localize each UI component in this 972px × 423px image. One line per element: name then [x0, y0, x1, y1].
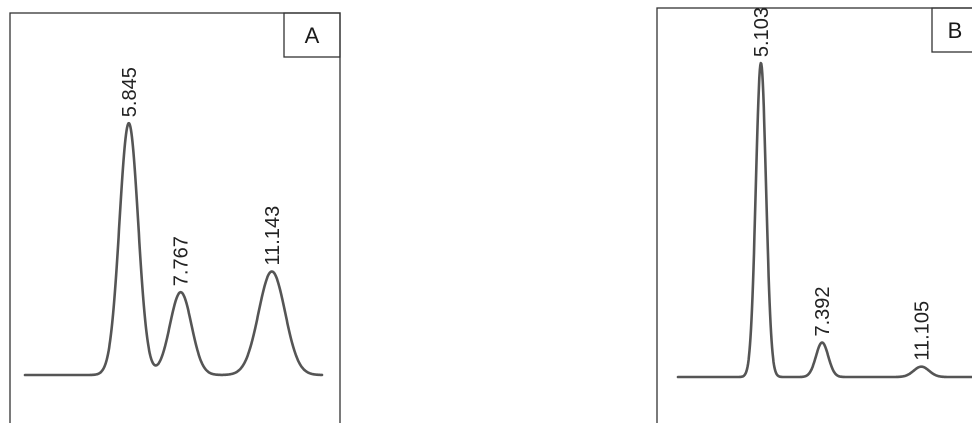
panel-a-peak-label-1: 5.845: [119, 67, 141, 117]
panel-b-label: B: [948, 18, 963, 43]
panel-a-label-box: [283, 12, 341, 58]
chromatogram-panel-b: B 5.103 7.392 11.105: [656, 7, 972, 423]
panel-b-peak-label-3: 11.105: [911, 301, 933, 361]
panel-a-peak-labels: 5.845 7.767 11.143: [119, 67, 284, 286]
panel-a-trace: [23, 121, 324, 377]
panel-b-label-box: [931, 7, 972, 53]
panel-b-peak-label-2: 7.392: [812, 286, 834, 336]
panel-a-frame: [9, 12, 341, 423]
panel-a-label: A: [305, 23, 320, 48]
panel-a-peak-label-3: 11.143: [262, 206, 284, 266]
panel-b-peak-labels: 5.103 7.392 11.105: [751, 7, 934, 361]
chromatogram-panel-a: A 5.845 7.767 11.143: [9, 12, 341, 423]
panel-b-trace: [676, 61, 972, 379]
panel-a-peak-label-2: 7.767: [171, 236, 193, 286]
panel-b-frame: [656, 7, 972, 423]
panel-b-peak-label-1: 5.103: [751, 7, 773, 57]
